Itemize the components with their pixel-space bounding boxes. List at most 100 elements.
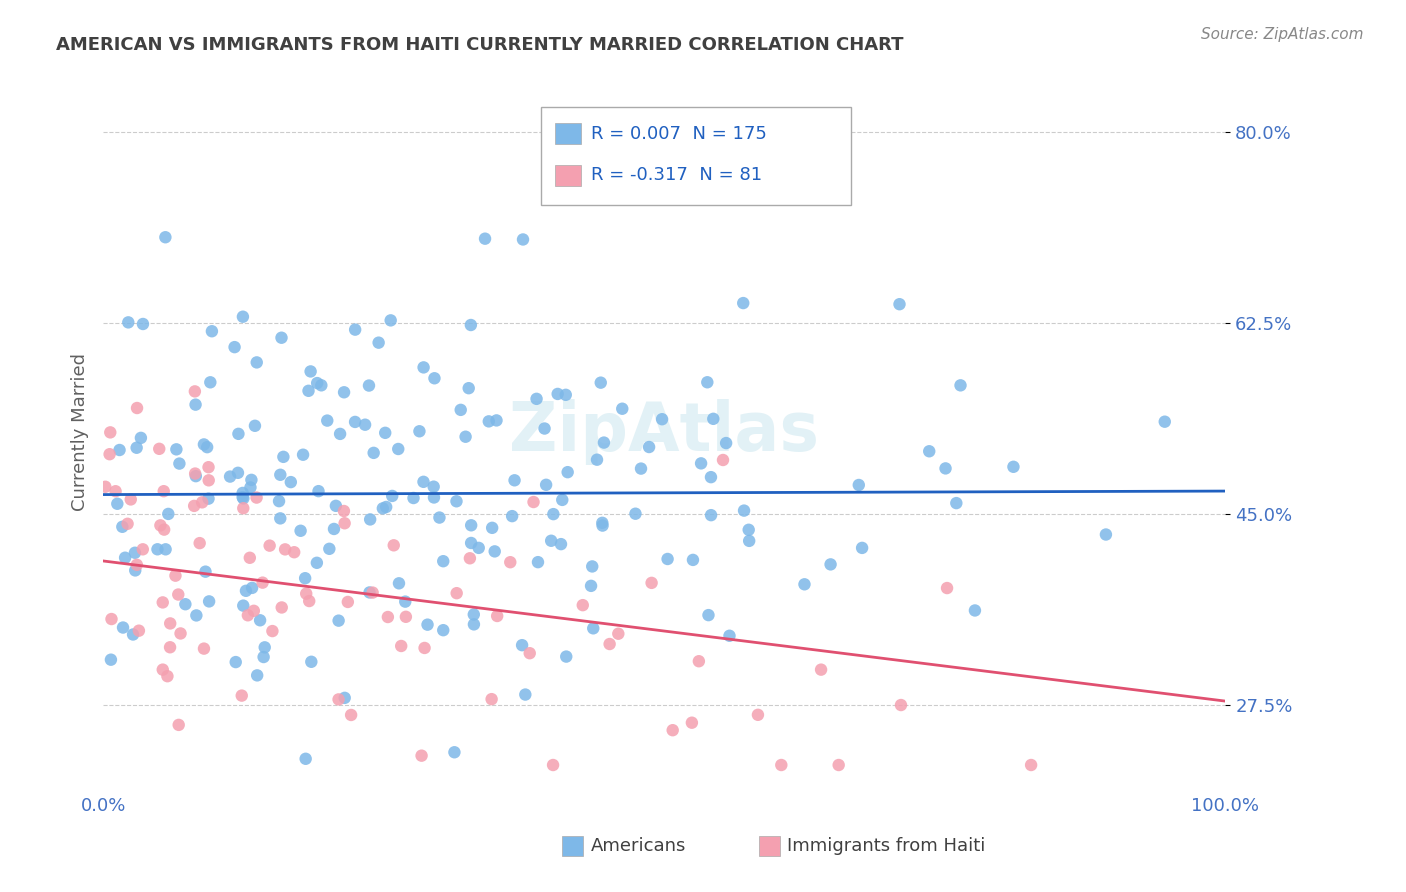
Point (534, 477, 557, 491)
Point (235, 583, 257, 598)
Point (246, 668, 269, 682)
Point (474, 232, 496, 246)
Point (416, 617, 439, 632)
Point (193, 641, 215, 656)
Point (148, 442, 170, 456)
Point (380, 313, 402, 327)
Point (100, 653, 122, 667)
Point (224, 340, 246, 354)
Point (297, 384, 319, 398)
Point (197, 491, 219, 506)
Point (167, 718, 190, 732)
Point (501, 509, 523, 524)
Point (697, 608, 720, 623)
Point (122, 627, 145, 641)
Point (125, 441, 148, 455)
Point (733, 296, 755, 310)
Point (696, 376, 718, 390)
Point (688, 654, 710, 668)
Point (104, 484, 127, 499)
Point (105, 497, 128, 511)
Point (593, 435, 616, 450)
Point (307, 376, 329, 390)
Point (169, 626, 191, 640)
Point (292, 448, 315, 462)
Point (184, 384, 207, 399)
Point (231, 689, 253, 703)
Point (333, 504, 356, 518)
Point (661, 723, 683, 738)
Point (340, 708, 363, 723)
Point (108, 442, 131, 457)
Point (527, 555, 550, 569)
Point (889, 297, 911, 311)
Point (446, 494, 468, 508)
Text: R = 0.007  N = 175: R = 0.007 N = 175 (591, 125, 766, 143)
Point (367, 335, 389, 350)
Point (738, 523, 761, 537)
Point (371, 501, 394, 516)
Point (169, 457, 191, 471)
Point (463, 617, 485, 632)
Point (344, 323, 367, 337)
Point (408, 424, 430, 438)
Point (412, 360, 434, 375)
Point (194, 565, 217, 579)
Point (485, 413, 508, 427)
Point (389, 639, 412, 653)
Point (457, 381, 479, 395)
Point (793, 577, 815, 591)
Text: ZipAtlas: ZipAtlas (509, 399, 820, 465)
Point (657, 552, 679, 566)
Text: R = -0.317  N = 81: R = -0.317 N = 81 (591, 166, 762, 184)
Point (274, 542, 297, 557)
Point (294, 752, 316, 766)
Point (848, 478, 870, 492)
Point (963, 603, 986, 617)
Point (1019, 758, 1042, 772)
Point (515, 688, 537, 702)
Point (98, 447, 121, 461)
Point (117, 516, 139, 531)
Point (581, 559, 603, 574)
Point (541, 758, 564, 772)
Point (381, 489, 404, 503)
Point (273, 450, 295, 464)
Point (252, 650, 274, 665)
Point (592, 518, 614, 533)
Point (270, 331, 292, 345)
Point (159, 640, 181, 655)
Point (167, 588, 190, 602)
Point (359, 585, 381, 599)
Point (478, 414, 501, 428)
Point (157, 507, 180, 521)
Point (124, 546, 146, 560)
Point (640, 575, 662, 590)
Point (589, 376, 612, 390)
Point (183, 499, 205, 513)
Point (510, 638, 533, 652)
Point (460, 536, 482, 550)
Point (711, 453, 734, 467)
Point (936, 581, 959, 595)
Point (1002, 459, 1025, 474)
Point (152, 595, 174, 609)
Point (519, 646, 541, 660)
Point (503, 473, 526, 487)
Point (165, 442, 187, 457)
Point (443, 745, 465, 759)
Point (165, 568, 187, 582)
Point (522, 495, 544, 509)
Point (125, 558, 148, 572)
Point (188, 536, 211, 550)
Point (422, 480, 444, 494)
Point (232, 486, 254, 500)
Point (423, 371, 446, 385)
Point (318, 541, 340, 556)
Point (316, 414, 339, 428)
Point (323, 522, 346, 536)
Point (1095, 527, 1118, 541)
Point (582, 621, 605, 635)
Point (918, 444, 941, 458)
Point (290, 524, 312, 538)
